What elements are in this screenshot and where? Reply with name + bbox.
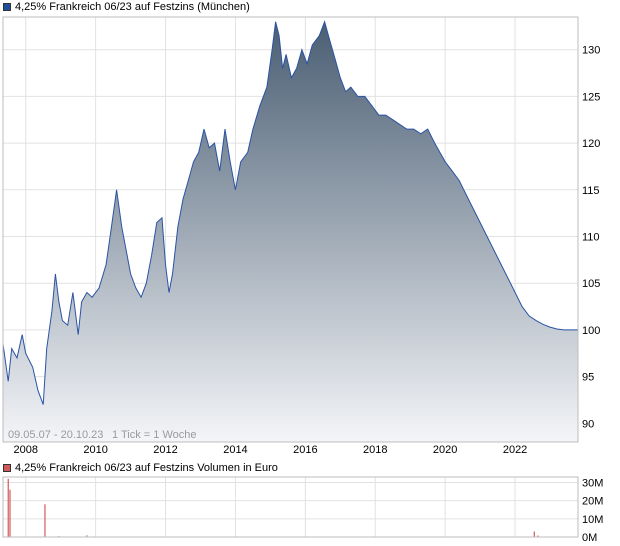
- volume-y-tick-label: 10M: [582, 514, 603, 526]
- volume-grid: [3, 477, 578, 538]
- volume-bar: [533, 531, 535, 537]
- volume-bar: [537, 535, 539, 537]
- volume-y-tick-label: 20M: [582, 496, 603, 508]
- price-plot-frame: [2, 16, 579, 443]
- price-y-tick-label: 100: [582, 325, 600, 337]
- price-y-tick-label: 130: [582, 45, 600, 57]
- price-y-tick-label: 105: [582, 278, 600, 290]
- volume-y-tick-label: 0M: [582, 532, 597, 544]
- volume-legend: 4,25% Frankreich 06/23 auf Festzins Volu…: [3, 461, 278, 475]
- price-y-tick-label: 120: [582, 138, 600, 150]
- price-line: [3, 20, 578, 405]
- x-tick-label: 2012: [153, 444, 177, 456]
- x-tick-label: 2020: [433, 444, 457, 456]
- price-y-tick-label: 90: [582, 418, 594, 430]
- x-tick-label: 2022: [503, 444, 527, 456]
- x-axis: 2008 2010 2012 2014 2016 2018 2020 2022: [13, 444, 527, 456]
- date-range-label: 09.05.07 - 20.10.23: [8, 429, 103, 441]
- volume-bar: [86, 535, 88, 537]
- x-tick-label: 2010: [83, 444, 107, 456]
- volume-bar: [7, 478, 9, 537]
- volume-plot-frame: [2, 476, 579, 538]
- x-tick-label: 2016: [293, 444, 317, 456]
- x-tick-label: 2018: [363, 444, 387, 456]
- price-y-tick-label: 115: [582, 185, 600, 197]
- volume-y-axis: 0M 10M 20M 30M: [582, 477, 603, 544]
- volume-legend-label: 4,25% Frankreich 06/23 auf Festzins Volu…: [15, 462, 278, 474]
- x-tick-label: 2014: [223, 444, 247, 456]
- volume-bar: [44, 504, 46, 537]
- x-tick-label: 2008: [13, 444, 37, 456]
- tick-interval-label: 1 Tick = 1 Woche: [112, 429, 196, 441]
- price-y-tick-label: 125: [582, 91, 600, 103]
- price-legend: 4,25% Frankreich 06/23 auf Festzins (Mün…: [3, 0, 250, 14]
- price-y-tick-label: 110: [582, 232, 600, 244]
- volume-legend-swatch: [3, 464, 11, 472]
- price-legend-label: 4,25% Frankreich 06/23 auf Festzins (Mün…: [15, 1, 250, 13]
- volume-y-tick-label: 30M: [582, 477, 603, 489]
- price-y-tick-label: 95: [582, 372, 594, 384]
- price-y-axis: 90 95 100 105 110 115 120 125 130: [582, 45, 600, 431]
- price-area: [3, 21, 578, 442]
- price-legend-swatch: [3, 3, 11, 11]
- volume-bars: [7, 478, 539, 537]
- volume-bar: [9, 489, 11, 537]
